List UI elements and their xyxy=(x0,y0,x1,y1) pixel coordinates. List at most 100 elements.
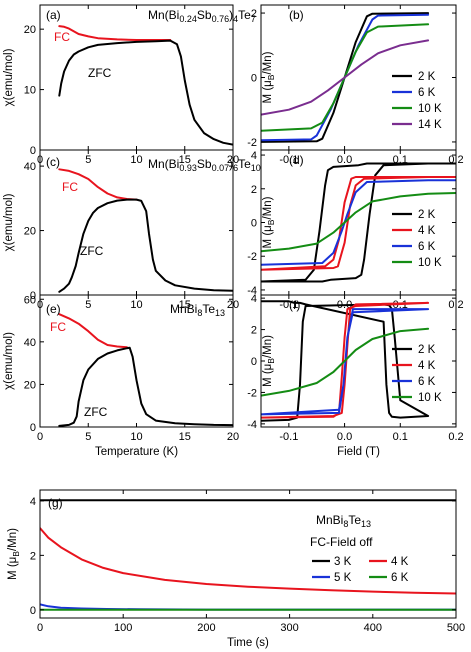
panel-title-sub-5: 6 xyxy=(233,163,238,173)
annotation-zfc: ZFC xyxy=(88,66,112,80)
panel-label: (e) xyxy=(46,302,61,316)
x-tick-label: 5 xyxy=(85,154,91,166)
y-tick-label: 0 xyxy=(251,73,257,85)
y-tick-label: 40 xyxy=(24,337,36,349)
annotation-zfc: ZFC xyxy=(84,405,108,419)
series-line-10-k xyxy=(261,192,456,253)
y-tick-label: 2 xyxy=(251,184,257,196)
legend-label: 4 K xyxy=(418,360,436,372)
y-axis-label: χ(emu/mol) xyxy=(3,332,15,390)
y-axis-label: M (μB/Mn) xyxy=(262,51,276,103)
y-axis-label-sub: B xyxy=(266,219,276,225)
panel-title: Mn(Bi0.24Sb0.76)4Te7 xyxy=(148,8,256,24)
x-tick-label: 0 xyxy=(37,622,43,634)
panel-title-sub-7: 10 xyxy=(251,163,261,173)
panel-title: Mn(Bi0.93Sb0.07)6Te10 xyxy=(148,157,261,173)
legend-label: 2 K xyxy=(418,344,436,356)
x-axis-label: Time (s) xyxy=(227,637,269,649)
panel-title-sub-7: 7 xyxy=(251,14,256,24)
x-tick-label: 15 xyxy=(179,299,191,311)
y-axis-label-sub: B xyxy=(266,74,276,80)
legend-label: 5 K xyxy=(334,572,352,584)
panel-label: (f) xyxy=(289,298,300,312)
y-tick-label: -4 xyxy=(247,419,257,431)
y-tick-label: 60 xyxy=(24,294,36,306)
legend-label: 2 K xyxy=(418,71,436,83)
panel-title-sub-3: 13 xyxy=(361,519,371,529)
y-tick-label: -4 xyxy=(247,285,257,297)
x-tick-label: 0.2 xyxy=(448,431,463,443)
panel-label: (a) xyxy=(46,8,61,22)
y-tick-label: 20 xyxy=(24,226,36,238)
panel-title-sub-3: 13 xyxy=(215,308,225,318)
x-tick-label: 400 xyxy=(364,622,382,634)
panel-b: -0.1 0.0 0.1 0.2-202 (b)M (μB/Mn)2 K6 K10 K1… xyxy=(247,4,464,166)
y-tick-label: 0 xyxy=(251,218,257,230)
panel-title-part-4: ) xyxy=(229,8,233,22)
y-axis-label-post: /Mn) xyxy=(262,196,274,219)
x-tick-label: 5 xyxy=(85,431,91,443)
y-tick-label: 0 xyxy=(30,290,36,302)
x-tick-label: 10 xyxy=(130,299,142,311)
legend-label: 10 K xyxy=(418,392,442,404)
panel-title-sub-3: 0.76 xyxy=(212,14,230,24)
panel-title-sub-5: 4 xyxy=(233,14,238,24)
plot-frame xyxy=(39,489,457,619)
y-axis-label-post: /Mn) xyxy=(262,51,274,74)
x-axis-label: Field (T) xyxy=(337,446,380,458)
y-tick-label: 2 xyxy=(251,8,257,20)
panel-title: MnBi8Te13 xyxy=(170,302,225,318)
legend-label: 14 K xyxy=(418,119,442,131)
annotation-fc: FC xyxy=(50,320,66,334)
panel-title-sub-3: 0.07 xyxy=(212,163,230,173)
series-line-6-k xyxy=(261,179,456,266)
y-axis-label: χ(emu/mol) xyxy=(3,48,15,106)
x-tick-label: 0.0 xyxy=(337,431,352,443)
y-tick-label: 0 xyxy=(251,356,257,368)
y-tick-label: 40 xyxy=(24,161,36,173)
x-axis-label: Temperature (K) xyxy=(95,446,178,458)
series-line-fc xyxy=(58,313,128,349)
x-tick-label: 300 xyxy=(280,622,298,634)
y-axis-label-pre: M (μ xyxy=(262,364,274,387)
series-line-zfc xyxy=(58,346,233,427)
series-line-6-k xyxy=(261,308,430,416)
panel-title-part-2: Sb xyxy=(197,8,212,22)
panel-title-part-6: Te xyxy=(238,157,251,171)
series-line-10-k xyxy=(261,327,430,397)
plot-frame xyxy=(39,4,234,151)
panel-title-part-0: Mn(Bi xyxy=(148,8,179,22)
panel-label: (b) xyxy=(289,8,304,22)
y-tick-label: 10 xyxy=(24,85,36,97)
panel-f: -0.1 0.0 0.1 0.2 -4 -2 0 2 4 (f) M (μB/Mn) Field (T… xyxy=(247,293,463,458)
panel-subtitle: FC-Field off xyxy=(310,535,373,549)
panel-title-part-2: Te xyxy=(202,302,215,316)
legend-label: 6 K xyxy=(418,87,436,99)
y-axis-label: M (μB/Mn) xyxy=(262,196,276,248)
annotation-zfc: ZFC xyxy=(80,244,104,258)
series-line-4-k xyxy=(261,176,456,271)
series-line-14-k xyxy=(261,39,430,116)
panel-e: 0 5 10 15 20 0 20 40 60 (e) MnBi8Te13 FC ZFC χ(emu/mo… xyxy=(3,294,239,458)
series-line-fc xyxy=(58,168,138,201)
y-axis-label: M (μB/Mn) xyxy=(7,528,21,580)
legend-label: 2 K xyxy=(418,209,436,221)
x-tick-label: 200 xyxy=(197,622,215,634)
series-line-zfc xyxy=(58,39,233,146)
legend-label: 3 K xyxy=(334,556,352,568)
panel-title-part-0: MnBi xyxy=(316,513,343,527)
series-line-2-k xyxy=(261,300,430,422)
panel-title-sub-1: 8 xyxy=(343,519,348,529)
panel-title-part-2: Te xyxy=(348,513,361,527)
y-tick-label: -2 xyxy=(247,251,257,263)
y-tick-label: -2 xyxy=(247,137,257,149)
x-tick-label: 500 xyxy=(447,622,465,634)
x-tick-label: 15 xyxy=(179,431,191,443)
y-axis-label-pre: M (μ xyxy=(262,225,274,248)
x-tick-label: 100 xyxy=(114,622,132,634)
x-tick-label: 0.0 xyxy=(337,154,352,166)
x-tick-label: 0.1 xyxy=(393,431,408,443)
